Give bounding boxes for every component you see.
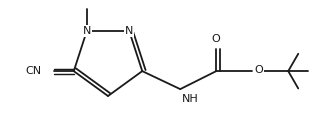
- Text: O: O: [254, 65, 263, 75]
- Text: N: N: [125, 26, 133, 36]
- Text: N: N: [83, 26, 91, 36]
- Text: CN: CN: [26, 66, 42, 76]
- Text: O: O: [212, 34, 221, 44]
- Text: NH: NH: [182, 94, 199, 104]
